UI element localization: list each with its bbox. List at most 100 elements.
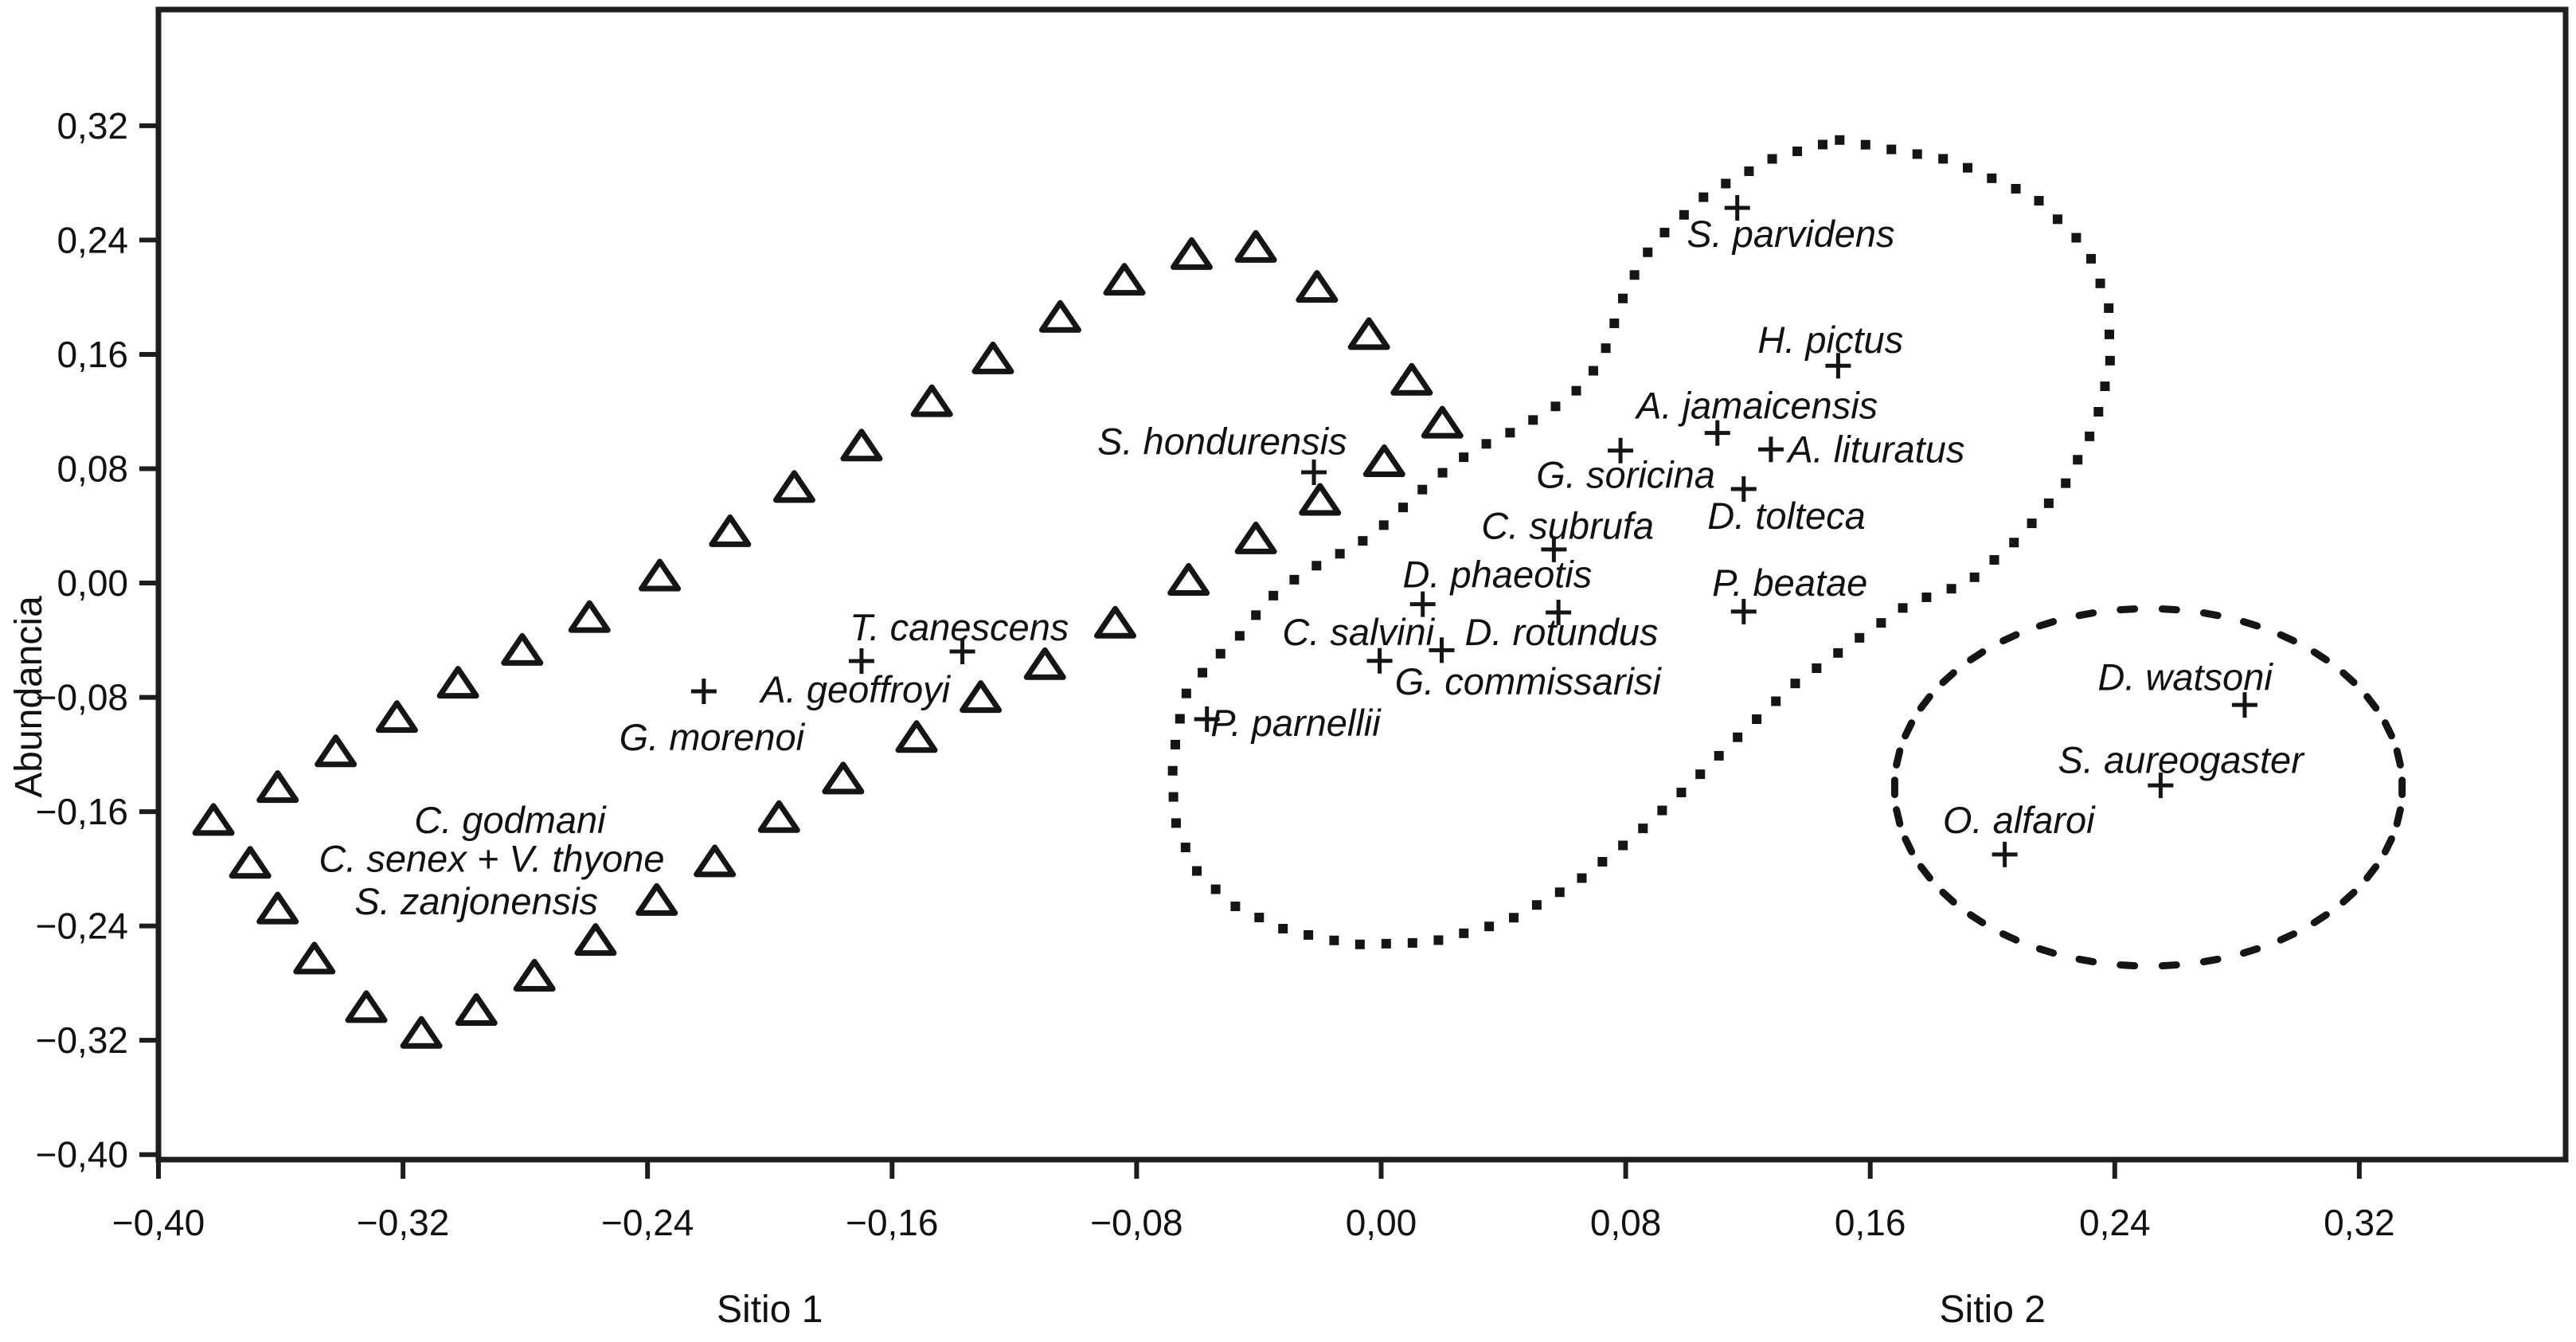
- species-label: G. morenoi: [620, 716, 806, 758]
- x-tick-label: 0,24: [2079, 1202, 2151, 1243]
- dashed-ellipse-dash: [2199, 609, 2222, 620]
- dotted-outline-dot: [1554, 887, 1565, 898]
- plus-marker: [1825, 353, 1851, 379]
- y-tick-label: −0,08: [36, 677, 128, 718]
- dotted-outline-dot: [1215, 648, 1225, 659]
- dotted-outline-dot: [1437, 468, 1448, 478]
- dashed-ellipse-dash: [2035, 945, 2058, 957]
- dotted-outline-dot: [1180, 843, 1190, 853]
- dotted-outline-dot: [1601, 343, 1611, 354]
- dotted-outline-dot: [1509, 913, 1519, 923]
- triangle-marker: [694, 844, 737, 878]
- dashed-ellipse-dash: [1999, 930, 2020, 944]
- dotted-outline-dot: [1938, 154, 1949, 164]
- triangle-marker: [1167, 562, 1210, 596]
- dotted-outline-dot: [1676, 788, 1687, 798]
- dashed-ellipse-dash: [2340, 669, 2358, 687]
- dotted-outline-dot: [1597, 856, 1608, 867]
- dotted-outline-dot: [1695, 769, 1706, 780]
- dotted-outline-dot: [2104, 303, 2114, 313]
- dashed-ellipse-dash: [1917, 863, 1933, 882]
- triangle-marker: [315, 734, 358, 768]
- y-tick-label: 0,00: [57, 562, 128, 604]
- triangle-marker: [501, 632, 544, 666]
- dashed-ellipse-dash: [2199, 955, 2222, 966]
- plus-marker: [1301, 459, 1327, 485]
- dotted-outline-dot: [1268, 590, 1279, 601]
- dotted-outline-dot: [1181, 688, 1191, 698]
- dotted-outline-dot: [1577, 873, 1587, 883]
- dotted-outline-dot: [1175, 714, 1185, 724]
- dotted-outline-dot: [2085, 253, 2096, 264]
- y-tick-label: 0,24: [57, 219, 128, 260]
- plus-marker: [1194, 706, 1220, 733]
- plus-marker: [1366, 648, 1393, 674]
- dotted-outline-dot: [1358, 536, 1368, 546]
- dotted-outline-dot: [1876, 618, 1886, 628]
- y-tick-label: −0,32: [36, 1019, 128, 1061]
- dotted-outline-dot: [1459, 928, 1469, 938]
- dotted-outline-dot: [2100, 381, 2110, 392]
- plus-marker: [1541, 536, 1567, 562]
- dashed-ellipse-dash: [2393, 747, 2404, 769]
- dotted-outline-dot: [1987, 173, 1997, 183]
- dotted-outline-dot: [2073, 455, 2083, 465]
- dotted-outline-dot: [1679, 209, 1689, 220]
- dashed-ellipse-dash: [1890, 777, 1898, 799]
- triangle-marker: [1296, 270, 1339, 303]
- dotted-outline-dot: [1531, 900, 1542, 910]
- dotted-outline-dot: [1304, 929, 1314, 940]
- dotted-outline-dot: [1254, 913, 1265, 923]
- dotted-outline-dot: [2011, 183, 2021, 194]
- dotted-outline-dot: [1571, 385, 1581, 396]
- dotted-outline-dot: [1792, 147, 1803, 157]
- species-label: A. geoffroyi: [758, 668, 951, 710]
- plus-marker: [1730, 475, 1757, 502]
- dotted-outline-dot: [1771, 696, 1781, 706]
- dashed-ellipse-dash: [1893, 806, 1904, 828]
- triangle-marker: [574, 923, 617, 957]
- x-axis-site-label: Sitio 1: [717, 1289, 823, 1331]
- dashed-ellipse-dash: [2398, 777, 2406, 799]
- x-tick-label: 0,32: [2324, 1202, 2395, 1243]
- plus-marker: [1992, 841, 2018, 867]
- y-tick-label: 0,32: [57, 105, 128, 147]
- y-tick-label: 0,16: [57, 334, 128, 375]
- dotted-outline-dot: [1381, 938, 1391, 949]
- dashed-ellipse-dash: [2075, 609, 2097, 620]
- dotted-outline-dot: [1733, 732, 1743, 742]
- species-label: P. beatae: [1712, 561, 1867, 604]
- plus-marker: [1429, 637, 1455, 663]
- species-label: G. soricina: [1536, 454, 1715, 496]
- triangle-marker: [1023, 647, 1066, 680]
- dotted-outline-dot: [1171, 739, 1181, 749]
- dotted-outline-dot: [1230, 902, 1241, 912]
- dotted-outline-dot: [2071, 233, 2082, 243]
- plus-marker: [2231, 692, 2257, 718]
- dotted-outline-dot: [2105, 355, 2115, 366]
- dotted-outline-dot: [1714, 750, 1724, 761]
- plus-marker: [1608, 437, 1634, 464]
- x-axis-site-label: Sitio 2: [1940, 1289, 2046, 1331]
- dotted-outline-dot: [1417, 484, 1428, 495]
- species-label: S. parvidens: [1687, 213, 1894, 255]
- dotted-outline-dot: [1505, 428, 1515, 438]
- dotted-outline-dot: [1860, 139, 1870, 150]
- species-label: C. salvini: [1282, 611, 1435, 653]
- triangle-marker: [822, 761, 865, 795]
- dashed-ellipse-dash: [2239, 618, 2261, 630]
- dotted-outline-dot: [2105, 329, 2115, 339]
- dotted-outline-dot: [1721, 178, 1731, 189]
- triangle-marker: [1234, 229, 1277, 263]
- dotted-outline-dot: [1407, 937, 1417, 948]
- dotted-outline-dot: [1311, 561, 1322, 571]
- dotted-outline-dot: [1167, 765, 1178, 776]
- dashed-ellipse-dash: [1939, 669, 1957, 687]
- dashed-ellipse-dash: [1967, 911, 1987, 926]
- plus-marker: [1757, 436, 1784, 463]
- dashed-ellipse-dash: [1939, 888, 1957, 906]
- triangle-marker: [1094, 605, 1137, 639]
- triangle-marker: [1362, 444, 1405, 478]
- species-label: P. parnellii: [1210, 702, 1382, 744]
